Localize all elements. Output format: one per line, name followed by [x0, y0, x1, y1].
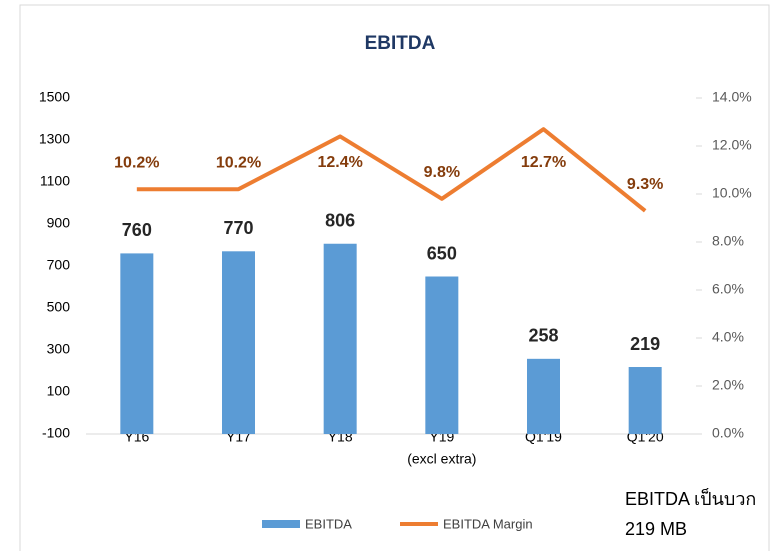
- y2-tick-label: 4.0%: [712, 329, 744, 345]
- margin-line: [136, 127, 647, 213]
- y2-tick-label: 6.0%: [712, 281, 744, 297]
- y2-tick-label: 10.0%: [712, 185, 752, 201]
- y-tick-label: 1300: [39, 131, 70, 147]
- bar: [527, 358, 560, 434]
- y2-tick-label: 0.0%: [712, 425, 744, 441]
- bar-value-label: 219: [630, 334, 660, 354]
- legend-swatch: [262, 520, 300, 528]
- y2-tick-label: 14.0%: [712, 89, 752, 105]
- line-value-label: 10.2%: [216, 154, 261, 171]
- bar-value-label: 770: [223, 218, 253, 238]
- y-tick-label: -100: [42, 425, 70, 441]
- line-value-label: 9.8%: [424, 164, 460, 181]
- y-tick-label: 100: [47, 383, 71, 399]
- y-tick-label: 300: [47, 341, 71, 357]
- y-tick-label: 900: [47, 215, 71, 231]
- y-tick-label: 1500: [39, 89, 70, 105]
- bar-value-label: 650: [427, 243, 457, 263]
- y2-tick-label: 8.0%: [712, 233, 744, 249]
- bar: [323, 243, 357, 434]
- y-tick-label: 1100: [40, 173, 70, 189]
- bar: [120, 253, 154, 434]
- bar-value-label: 806: [325, 210, 355, 230]
- bar: [425, 276, 459, 434]
- y-tick-label: 700: [47, 257, 71, 273]
- bar: [628, 367, 662, 434]
- legend-label: EBITDA: [305, 516, 352, 531]
- bar: [222, 251, 255, 434]
- line-value-label: 12.7%: [521, 154, 566, 171]
- bar-value-label: 760: [122, 220, 152, 240]
- y-tick-label: 500: [47, 299, 71, 315]
- line-value-label: 10.2%: [114, 154, 159, 171]
- chart-title: EBITDA: [365, 33, 436, 54]
- annotation: EBITDA เป็นบวก: [625, 487, 756, 509]
- y2-tick-label: 12.0%: [712, 137, 752, 153]
- legend-label: EBITDA Margin: [443, 516, 533, 531]
- line-value-label: 9.3%: [627, 176, 663, 193]
- bar-value-label: 258: [528, 326, 558, 346]
- line-value-label: 12.4%: [317, 154, 362, 171]
- annotation: 219 MB: [625, 519, 687, 539]
- x-tick-note: (excl extra): [407, 451, 476, 467]
- y2-tick-label: 2.0%: [712, 377, 744, 393]
